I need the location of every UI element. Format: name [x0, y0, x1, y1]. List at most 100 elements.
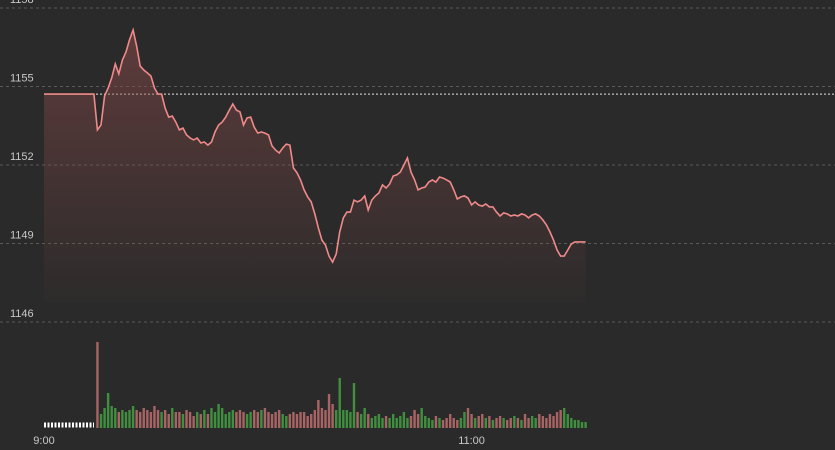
volume-bar [228, 412, 231, 428]
volume-bar [484, 418, 488, 428]
volume-bar [220, 408, 224, 428]
volume-bar [334, 410, 338, 428]
x-tick-label: 11:00 [458, 435, 485, 447]
volume-bar [103, 408, 106, 428]
volume-bar [299, 412, 302, 428]
volume-bar [288, 414, 292, 428]
volume-bar [306, 416, 309, 428]
volume-bar [391, 414, 395, 428]
volume-bar [249, 412, 252, 428]
volume-bar [441, 420, 445, 428]
volume-bar [210, 408, 213, 428]
volume-bar [110, 406, 113, 428]
volume-bar [395, 418, 398, 428]
volume-bar [171, 408, 174, 428]
volume-bar [445, 418, 448, 428]
volume-bar [363, 408, 366, 428]
volume-bar [263, 408, 267, 428]
volume-bar [235, 412, 238, 428]
volume-bar [495, 418, 498, 428]
volume-bar [548, 414, 552, 428]
volume-bar [242, 412, 245, 428]
volume-bar [99, 414, 103, 428]
volume-bar [381, 418, 384, 428]
volume-bar [320, 408, 324, 428]
volume-bar [188, 412, 192, 428]
volume-bar [196, 412, 199, 428]
volume-bar [456, 420, 459, 428]
volume-bar [473, 418, 477, 428]
volume-bar [370, 418, 374, 428]
volume-bar [238, 410, 242, 428]
volume-bar [213, 412, 217, 428]
volume-bar [459, 418, 463, 428]
volume-bar [128, 410, 131, 428]
volume-bar [349, 412, 352, 428]
x-tick-label: 9:00 [33, 435, 54, 447]
volume-bar [292, 412, 295, 428]
volume-bar [178, 412, 181, 428]
volume-bar [324, 410, 327, 428]
volume-bar [538, 414, 541, 428]
volume-bar [121, 410, 124, 428]
volume-bar [114, 408, 117, 428]
volume-bar [431, 420, 434, 428]
volume-bar [163, 410, 167, 428]
volume-bar [523, 414, 527, 428]
y-tick-label: 1158 [10, 0, 34, 6]
volume-bar [488, 416, 491, 428]
volume-bar [256, 412, 259, 428]
volume-bar [477, 416, 480, 428]
y-tick-label: 1155 [10, 73, 34, 85]
volume-bar [327, 394, 331, 428]
volume-bar [520, 420, 523, 428]
volume-bar [545, 418, 548, 428]
volume-bar [367, 414, 370, 428]
volume-bar [156, 410, 160, 428]
volume-bar [559, 410, 562, 428]
volume-bar [302, 412, 306, 428]
volume-bar [409, 416, 413, 428]
volume-bar [106, 393, 110, 428]
volume-bar [167, 414, 170, 428]
volume-bar [555, 412, 559, 428]
volume-bar [139, 412, 142, 428]
volume-bar [399, 416, 402, 428]
volume-bar [217, 404, 220, 428]
volume-bar [438, 418, 441, 428]
volume-bar [285, 416, 288, 428]
volume-bar [481, 414, 484, 428]
volume-bar [388, 418, 391, 428]
volume-bar [131, 406, 135, 428]
volume-bar [491, 420, 495, 428]
volume-bar [420, 408, 423, 428]
volume-bar [356, 412, 359, 428]
volume-bar [331, 404, 334, 428]
volume-bar [267, 412, 270, 428]
volume-bar [424, 416, 427, 428]
volume-bar [580, 422, 584, 428]
volume-bar [452, 418, 455, 428]
volume-bar [505, 420, 509, 428]
volume-bar [185, 410, 188, 428]
volume-bar [534, 418, 537, 428]
volume-bar [374, 416, 377, 428]
volume-bar [466, 408, 470, 428]
volume-bar [174, 412, 178, 428]
volume-bar [342, 410, 345, 428]
volume-bar [160, 412, 163, 428]
volume-bar [463, 412, 466, 428]
volume-bar [570, 418, 573, 428]
volume-bar [584, 422, 587, 428]
volume-bar [153, 406, 156, 428]
volume-bar [416, 414, 420, 428]
volume-bar [502, 418, 505, 428]
volume-bar [470, 414, 473, 428]
y-tick-label: 1152 [10, 151, 34, 163]
volume-bar [566, 414, 569, 428]
volume-bar [513, 416, 516, 428]
volume-bar [192, 416, 195, 428]
volume-bar [253, 410, 256, 428]
